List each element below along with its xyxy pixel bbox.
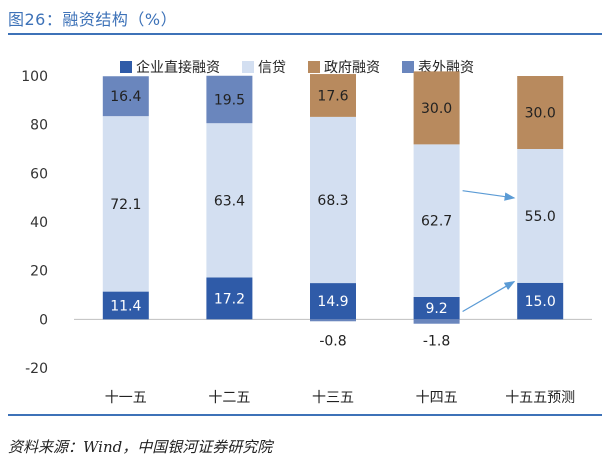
bar-segment	[310, 319, 356, 322]
data-label: 72.1	[110, 197, 141, 213]
bar-segment	[206, 123, 253, 278]
data-label: 30.0	[421, 101, 452, 117]
title-divider	[8, 33, 602, 35]
category-label: 十四五	[416, 390, 458, 406]
data-label: 63.4	[214, 193, 245, 209]
bar-segment	[413, 296, 460, 320]
legend-label: 政府融资	[324, 60, 380, 76]
bar-segment	[310, 74, 356, 117]
bar-segment	[206, 75, 253, 124]
chart-bars	[102, 71, 564, 324]
data-label: 19.5	[214, 92, 245, 108]
bar-segment	[310, 283, 356, 320]
y-tick-label: 60	[30, 166, 48, 182]
data-label: 11.4	[110, 298, 141, 314]
source-note: 资料来源：Wind，中国银河证券研究院	[8, 438, 273, 456]
chart-data-labels: 11.4 72.1 16.4 17.2 63.4 19.5 14.9 68.3 17.6 -0.8…	[110, 88, 556, 349]
bar-segment	[517, 149, 564, 283]
y-tick-label: 80	[30, 118, 48, 134]
category-label: 十五五预测	[505, 390, 575, 406]
chart-annotations	[462, 190, 516, 313]
bar-segment	[310, 116, 356, 284]
data-label: 15.0	[525, 294, 556, 310]
data-label: 62.7	[421, 214, 452, 230]
annotation-arrow	[462, 190, 516, 201]
annotation-arrow	[462, 281, 516, 313]
bar-segment	[413, 144, 460, 297]
legend-swatch	[402, 61, 414, 73]
data-label: 68.3	[317, 193, 348, 209]
bar-segment	[206, 277, 253, 320]
y-tick-label: -20	[25, 361, 48, 377]
data-label: -0.8	[319, 333, 346, 349]
bar-segment	[102, 116, 149, 292]
category-label: 十二五	[208, 390, 250, 406]
legend-swatch	[242, 61, 254, 73]
y-tick-label: 20	[30, 264, 48, 280]
category-label: 十三五	[312, 390, 354, 406]
category-label: 十一五	[105, 390, 147, 406]
legend-label: 信贷	[258, 60, 286, 76]
legend-swatch	[120, 61, 132, 73]
data-label: 16.4	[110, 89, 141, 105]
bar-segment	[413, 71, 460, 145]
chart-title: 图26：融资结构（%）	[8, 10, 178, 29]
bar-segment	[102, 291, 149, 320]
footer-divider	[8, 414, 602, 416]
legend-label: 企业直接融资	[136, 59, 220, 76]
data-label: 14.9	[317, 294, 348, 310]
data-label: -1.8	[423, 333, 450, 349]
data-label: 9.2	[425, 301, 447, 317]
data-label: 17.6	[317, 88, 348, 104]
bar-segment	[102, 76, 149, 117]
y-tick-label: 0	[39, 312, 48, 328]
data-label: 17.2	[214, 291, 245, 307]
data-label: 55.0	[525, 209, 556, 225]
data-label: 30.0	[525, 106, 556, 122]
bar-segment	[517, 76, 564, 149]
y-tick-label: 40	[30, 215, 48, 231]
legend-swatch	[308, 61, 320, 73]
bar-segment	[517, 282, 564, 320]
bar-segment	[413, 319, 460, 324]
y-tick-label: 100	[21, 69, 48, 85]
